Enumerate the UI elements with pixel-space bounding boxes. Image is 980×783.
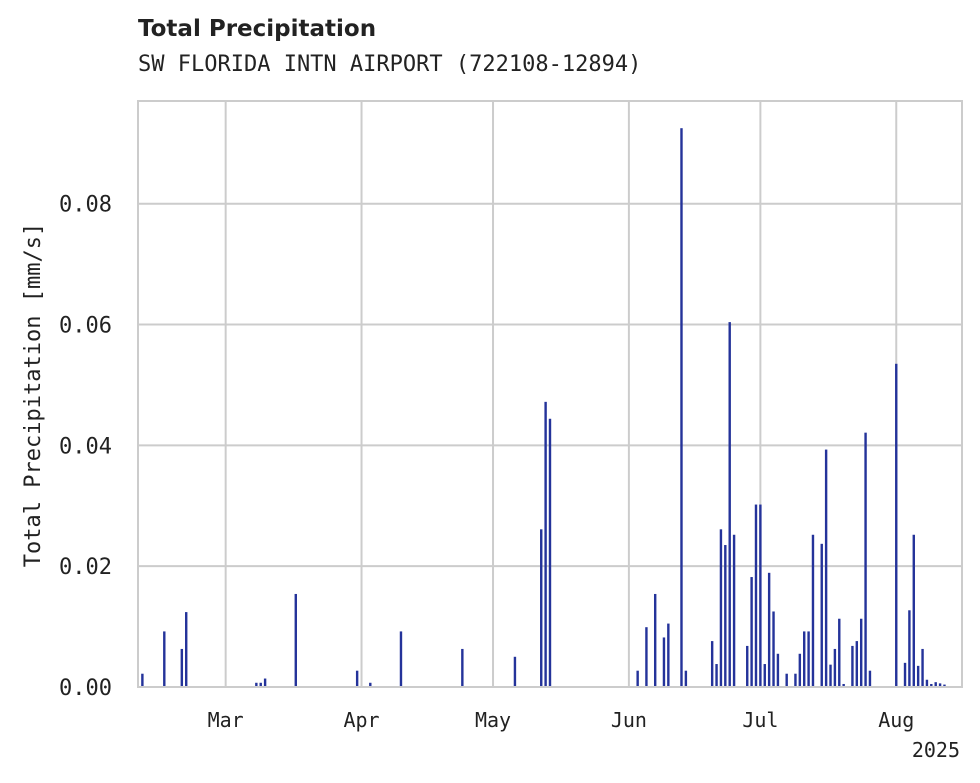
precip-bar xyxy=(803,631,806,687)
precip-bar xyxy=(943,684,946,687)
precip-bar xyxy=(255,682,258,687)
precip-bar xyxy=(759,504,762,687)
precip-bar xyxy=(864,432,867,687)
precip-bar xyxy=(921,648,924,687)
chart-title: Total Precipitation xyxy=(138,16,377,42)
y-tick-label: 0.04 xyxy=(59,434,112,459)
precip-bar xyxy=(732,534,736,687)
y-tick-label: 0.08 xyxy=(59,193,112,218)
precip-bar xyxy=(855,641,859,687)
precip-bar xyxy=(263,678,267,687)
plot-frame xyxy=(137,100,963,688)
x-tick-label: May xyxy=(475,708,511,732)
precip-bar xyxy=(824,449,828,687)
precip-bar xyxy=(461,648,464,687)
precip-bar xyxy=(842,683,845,687)
precip-bar xyxy=(540,529,543,687)
chart-subtitle: SW FLORIDA INTN AIRPORT (722108-12894) xyxy=(138,52,642,77)
year-label: 2025 xyxy=(912,738,960,762)
precip-bar xyxy=(163,631,166,687)
precip-bar xyxy=(794,673,797,687)
precip-bar xyxy=(141,673,144,687)
precip-bar xyxy=(859,618,863,687)
precip-bar xyxy=(294,593,297,687)
precip-bar xyxy=(259,682,262,687)
y-axis-label: Total Precipitation [mm/s] xyxy=(21,223,46,567)
precip-bar xyxy=(180,648,184,687)
precip-bar xyxy=(916,665,920,687)
precip-bar xyxy=(811,534,815,687)
precip-bar xyxy=(513,656,517,687)
precip-bar xyxy=(750,577,753,687)
precip-bar xyxy=(925,679,929,687)
precip-bar xyxy=(548,418,552,687)
precip-bar xyxy=(724,545,727,687)
precip-bar xyxy=(369,682,372,687)
precip-bar xyxy=(719,529,723,687)
precip-bar xyxy=(851,645,854,687)
precip-bar xyxy=(930,683,933,687)
precip-bar xyxy=(868,670,872,687)
precip-bar xyxy=(838,618,841,687)
x-tick-label: Aug xyxy=(878,708,914,732)
precip-bar xyxy=(680,128,683,687)
y-tick-label: 0.06 xyxy=(59,314,112,339)
x-tick-label: Jul xyxy=(742,708,778,732)
precip-bar xyxy=(399,631,403,687)
precip-bar xyxy=(934,682,937,687)
x-tick-label: Jun xyxy=(611,708,647,732)
bar-series xyxy=(141,128,946,687)
precip-bar xyxy=(820,543,823,687)
precip-bar xyxy=(710,641,714,687)
precip-bar xyxy=(653,593,657,687)
precip-bar xyxy=(185,612,188,687)
precip-bar xyxy=(754,504,758,687)
precip-bar xyxy=(763,664,766,687)
precip-bar xyxy=(903,662,907,687)
tick-labels: Mar Apr May Jun Jul Aug 0.00 0.02 0.04 0.06 0.08 xyxy=(59,193,914,732)
precip-bar xyxy=(829,664,832,687)
precip-bar xyxy=(785,673,788,687)
y-tick-label: 0.00 xyxy=(59,676,112,701)
precip-bar xyxy=(776,653,780,687)
precip-bar xyxy=(807,631,810,687)
precip-bar xyxy=(895,363,898,687)
precip-bar xyxy=(662,637,666,687)
precip-bar xyxy=(544,401,547,687)
precip-bar xyxy=(355,670,359,687)
precip-bar xyxy=(667,623,670,687)
precip-bar xyxy=(912,534,915,687)
y-tick-label: 0.02 xyxy=(59,555,112,580)
precip-bar xyxy=(684,670,688,687)
precip-bar xyxy=(772,611,775,687)
precip-bar xyxy=(833,648,837,687)
x-tick-label: Apr xyxy=(343,708,379,732)
precip-bar xyxy=(798,653,802,687)
x-tick-label: Mar xyxy=(208,708,244,732)
precip-bar xyxy=(767,572,771,687)
precip-bar xyxy=(715,664,718,687)
precip-bar xyxy=(746,645,749,687)
precip-bar xyxy=(938,683,942,687)
precip-bar xyxy=(636,670,639,687)
precip-bar xyxy=(645,627,648,687)
precip-bar xyxy=(728,322,731,687)
precip-bar xyxy=(908,610,911,687)
